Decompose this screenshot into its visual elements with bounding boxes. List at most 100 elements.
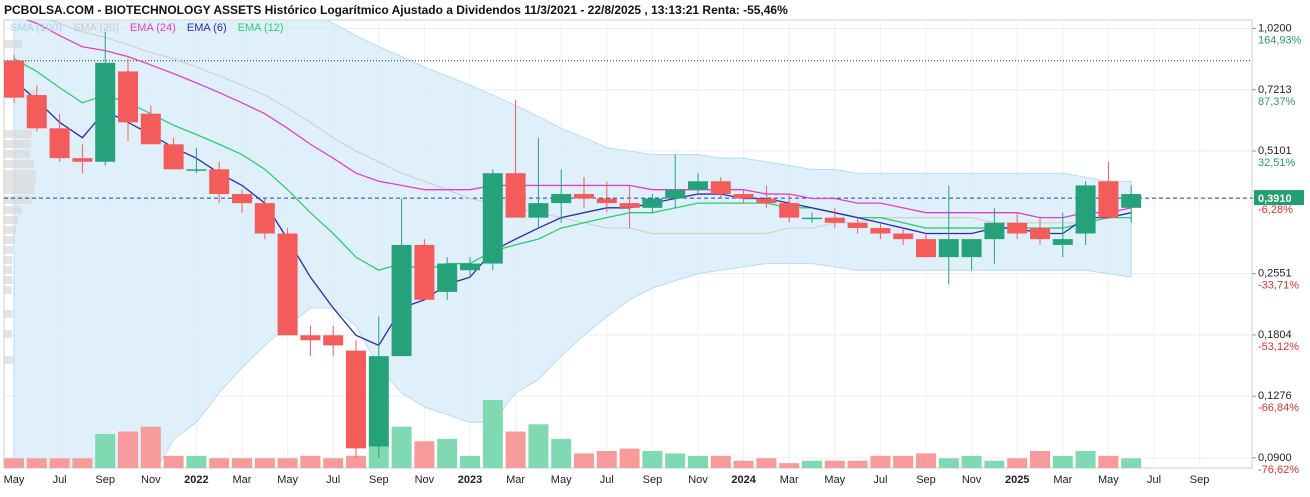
volume-bar bbox=[802, 460, 822, 468]
candle-body bbox=[961, 239, 982, 258]
ema24-line bbox=[25, 20, 1132, 219]
volume-profile-bar bbox=[4, 216, 18, 224]
x-tick-label: May bbox=[824, 474, 845, 486]
volume-bar bbox=[710, 455, 731, 468]
volume-profile-bar bbox=[4, 236, 14, 244]
candle-body bbox=[710, 181, 731, 195]
volume-profile-bar bbox=[4, 140, 31, 148]
candle-body bbox=[893, 233, 914, 240]
volume-bar bbox=[505, 431, 526, 468]
volume-bar bbox=[232, 458, 252, 468]
candle-body bbox=[209, 169, 230, 195]
volume-bar bbox=[1075, 451, 1096, 468]
x-tick-label: Mar bbox=[1053, 474, 1072, 486]
volume-bar bbox=[163, 455, 184, 468]
candle-body bbox=[186, 169, 207, 171]
legend-sma100: SMA (100) bbox=[10, 22, 62, 34]
volume-bar bbox=[824, 460, 845, 468]
candle-body bbox=[505, 173, 526, 218]
volume-bar bbox=[1007, 458, 1028, 468]
volume-profile-bar bbox=[4, 246, 13, 254]
candle-body bbox=[574, 194, 594, 199]
sma20-line bbox=[48, 20, 1132, 235]
x-tick-label: Sep bbox=[1190, 474, 1210, 486]
candle-body bbox=[414, 244, 435, 300]
candle-body bbox=[528, 203, 549, 218]
candle-body bbox=[938, 239, 959, 258]
candle-body bbox=[824, 217, 845, 223]
y-tick-pct: -33,71% bbox=[1258, 280, 1299, 292]
y-tick-pct: 164,93% bbox=[1258, 34, 1302, 46]
candle-body bbox=[482, 173, 503, 264]
candle-body bbox=[847, 222, 868, 229]
x-tick-label: May bbox=[551, 474, 572, 486]
candle-body bbox=[688, 181, 708, 190]
x-tick-label: Jul bbox=[53, 474, 67, 486]
candle-body bbox=[95, 62, 116, 162]
volume-bar bbox=[186, 455, 207, 468]
x-tick-label: Jul bbox=[1147, 474, 1161, 486]
volume-bar bbox=[95, 434, 116, 468]
legend-sma20: SMA (20) bbox=[73, 22, 119, 34]
y-tick-label: 0,0900 bbox=[1258, 452, 1292, 464]
volume-profile-bar bbox=[4, 266, 12, 274]
legend-ema6: EMA (6) bbox=[186, 22, 227, 34]
volume-bar bbox=[574, 453, 594, 468]
candle-body bbox=[870, 228, 891, 234]
volume-profile-bar bbox=[4, 40, 22, 48]
volume-profile-bar bbox=[4, 256, 13, 264]
x-tick-label: May bbox=[1098, 474, 1119, 486]
volume-bar bbox=[1098, 455, 1119, 468]
x-tick-label: Sep bbox=[369, 474, 389, 486]
volume-bar bbox=[528, 424, 549, 468]
volume-bar bbox=[733, 460, 754, 468]
volume-bar bbox=[847, 460, 868, 468]
x-tick-label: Jul bbox=[326, 474, 340, 486]
candle-body bbox=[1007, 222, 1028, 234]
y-tick-pct: -76,62% bbox=[1258, 464, 1299, 476]
x-tick-label: Nov bbox=[962, 474, 982, 486]
volume-bar bbox=[26, 458, 47, 468]
volume-bar bbox=[209, 458, 230, 468]
candle-body bbox=[254, 203, 275, 234]
volume-bar bbox=[1121, 458, 1142, 468]
candle-body bbox=[1052, 239, 1073, 245]
x-tick-label: Jul bbox=[873, 474, 887, 486]
candle-body bbox=[756, 198, 777, 204]
candle-body bbox=[391, 244, 412, 357]
volume-bar bbox=[665, 453, 686, 468]
volume-bar bbox=[414, 441, 435, 468]
candle-body bbox=[916, 239, 936, 258]
y-tick-pct: -66,84% bbox=[1258, 402, 1299, 414]
candle-body bbox=[802, 217, 822, 220]
volume-bar bbox=[300, 455, 321, 468]
candle-body bbox=[733, 194, 754, 199]
volume-bar bbox=[756, 458, 777, 468]
candle-body bbox=[163, 144, 184, 170]
x-tick-label: 2025 bbox=[1005, 474, 1029, 486]
volume-profile-bar bbox=[4, 226, 16, 234]
candle-body bbox=[140, 113, 161, 145]
candle-body bbox=[232, 194, 252, 204]
candle-body bbox=[277, 233, 298, 336]
volume-bar bbox=[779, 463, 800, 468]
volume-bar bbox=[938, 458, 959, 468]
volume-profile-bar bbox=[4, 130, 32, 138]
volume-profile-bar bbox=[4, 178, 36, 186]
candle-body bbox=[49, 128, 70, 159]
x-tick-label: 2022 bbox=[184, 474, 208, 486]
volume-profile-bar bbox=[4, 356, 15, 364]
x-tick-label: Nov bbox=[688, 474, 708, 486]
y-tick-pct: 87,37% bbox=[1258, 96, 1296, 108]
ema6-line bbox=[13, 80, 1132, 347]
volume-bar bbox=[916, 453, 936, 468]
volume-profile-bar bbox=[4, 286, 12, 294]
volume-bar bbox=[984, 460, 1005, 468]
volume-bar bbox=[323, 458, 344, 468]
volume-bar bbox=[118, 431, 138, 468]
volume-bar bbox=[688, 455, 708, 468]
legend-ema12: EMA (12) bbox=[237, 22, 284, 34]
x-tick-label: May bbox=[277, 474, 298, 486]
